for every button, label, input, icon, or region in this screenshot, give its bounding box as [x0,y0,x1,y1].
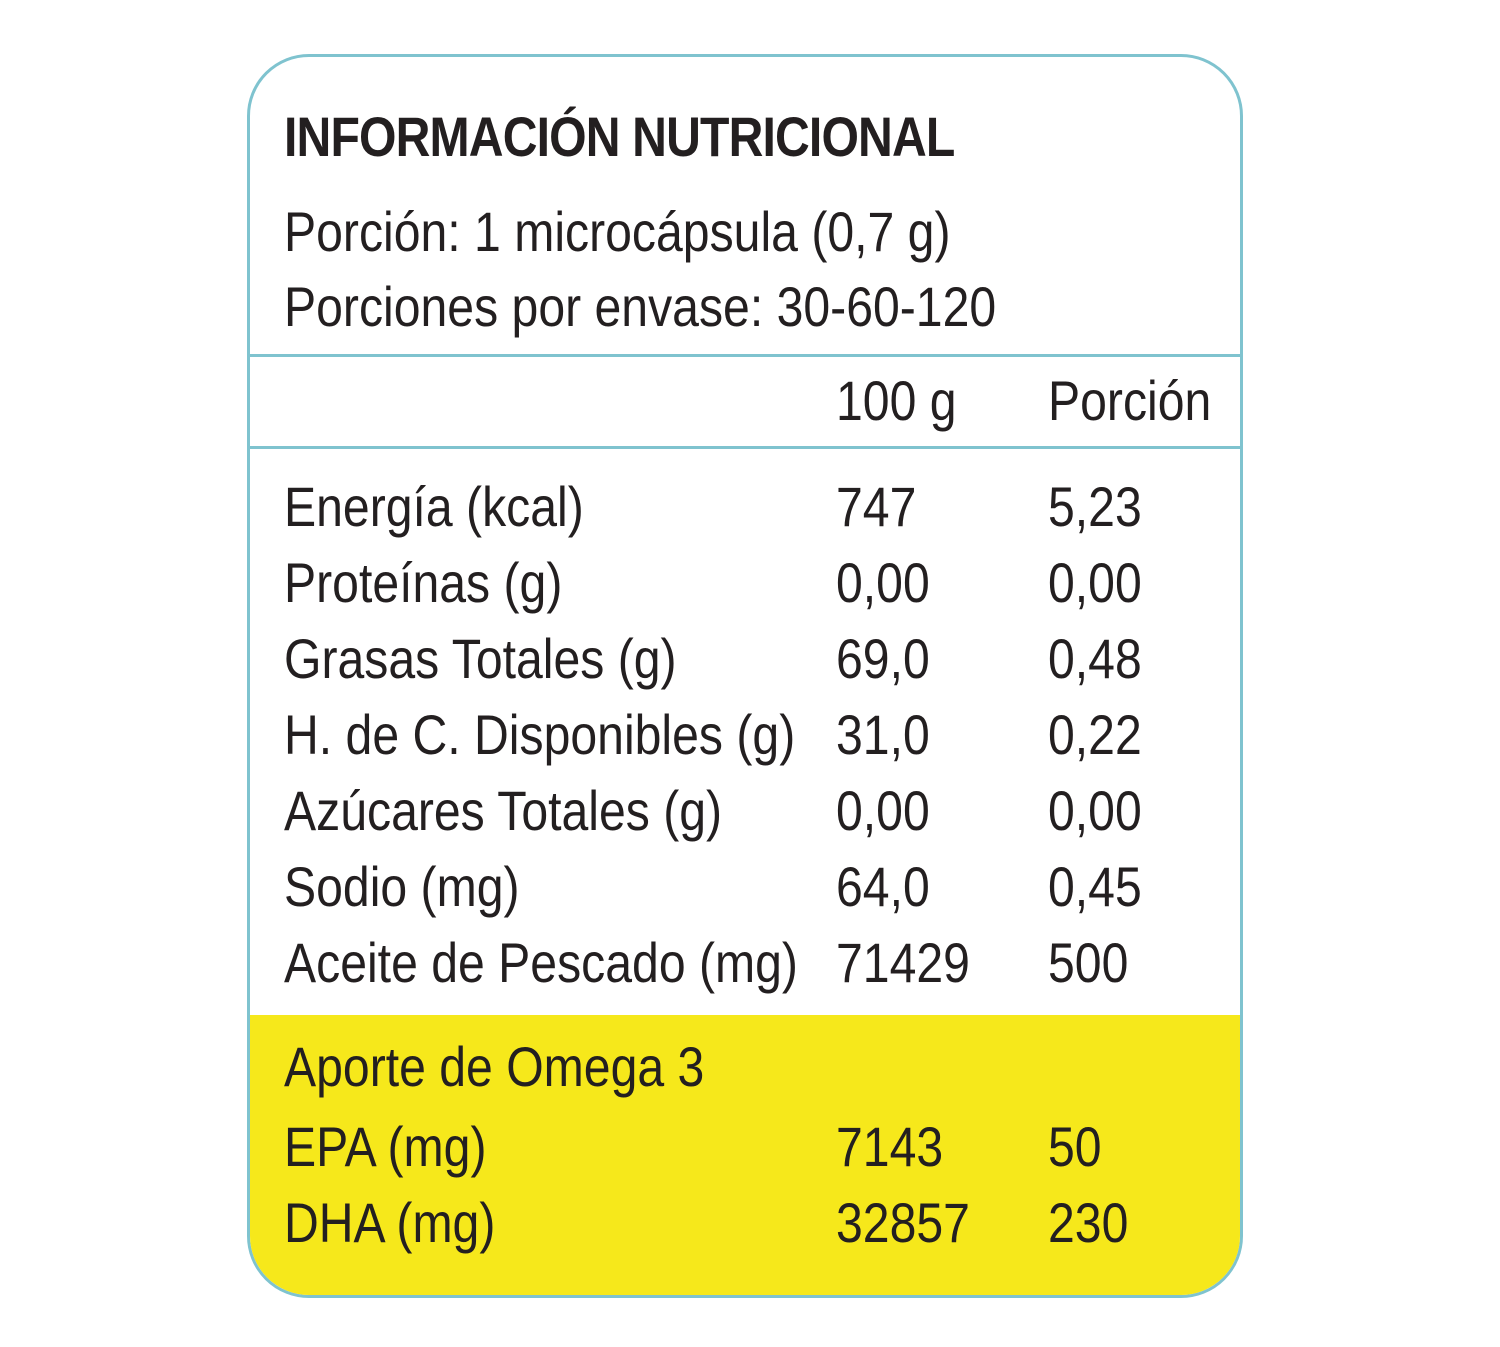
omega3-title: Aporte de Omega 3 [284,1035,705,1098]
nutrient-per-100g: 64,0 [836,855,930,918]
nutrient-per-100g: 0,00 [836,779,930,842]
label-header: INFORMACIÓN NUTRICIONAL Porción: 1 micro… [250,57,1240,357]
omega3-name: EPA (mg) [284,1115,487,1178]
nutrient-per-serving: 0,00 [1048,779,1142,842]
column-header-per-100g: 100 g [836,369,957,432]
column-header-per-serving: Porción [1048,369,1212,432]
omega3-per-serving: 50 [1048,1115,1102,1178]
nutrient-per-serving: 5,23 [1048,475,1142,538]
nutrient-name: Azúcares Totales (g) [284,779,723,842]
column-header-row: 100 g Porción [250,357,1240,449]
nutrient-per-100g: 747 [836,475,917,538]
nutrient-row: H. de C. Disponibles (g) 31,0 0,22 [250,697,1240,773]
nutrient-row: Aceite de Pescado (mg) 71429 500 [250,925,1240,1001]
nutrient-per-serving: 0,45 [1048,855,1142,918]
nutrient-name: H. de C. Disponibles (g) [284,703,796,766]
nutrient-per-serving: 0,00 [1048,551,1142,614]
nutrient-row: Proteínas (g) 0,00 0,00 [250,545,1240,621]
nutrient-row: Sodio (mg) 64,0 0,45 [250,849,1240,925]
nutrient-row: Grasas Totales (g) 69,0 0,48 [250,621,1240,697]
omega3-per-100g: 32857 [836,1191,970,1254]
omega3-row: EPA (mg) 7143 50 [250,1115,1240,1191]
nutrient-per-100g: 31,0 [836,703,930,766]
nutrient-per-serving: 0,48 [1048,627,1142,690]
nutrient-name: Energía (kcal) [284,475,584,538]
nutrient-per-serving: 500 [1048,931,1129,994]
nutrient-name: Proteínas (g) [284,551,563,614]
omega3-section: Aporte de Omega 3 EPA (mg) 7143 50 DHA (… [250,1015,1240,1295]
label-title: INFORMACIÓN NUTRICIONAL [284,105,955,168]
nutrient-per-100g: 0,00 [836,551,930,614]
omega3-per-100g: 7143 [836,1115,944,1178]
nutrient-name: Sodio (mg) [284,855,520,918]
omega3-name: DHA (mg) [284,1191,496,1254]
omega3-per-serving: 230 [1048,1191,1129,1254]
servings-per-container: Porciones por envase: 30-60-120 [284,275,997,338]
nutrient-row: Energía (kcal) 747 5,23 [250,469,1240,545]
nutrient-per-100g: 71429 [836,931,970,994]
omega3-row: DHA (mg) 32857 230 [250,1191,1240,1267]
nutrient-name: Grasas Totales (g) [284,627,677,690]
serving-size: Porción: 1 microcápsula (0,7 g) [284,200,951,263]
nutrient-row: Azúcares Totales (g) 0,00 0,00 [250,773,1240,849]
nutrient-per-serving: 0,22 [1048,703,1142,766]
nutrient-name: Aceite de Pescado (mg) [284,931,798,994]
nutrition-label: INFORMACIÓN NUTRICIONAL Porción: 1 micro… [247,54,1243,1298]
nutrient-per-100g: 69,0 [836,627,930,690]
